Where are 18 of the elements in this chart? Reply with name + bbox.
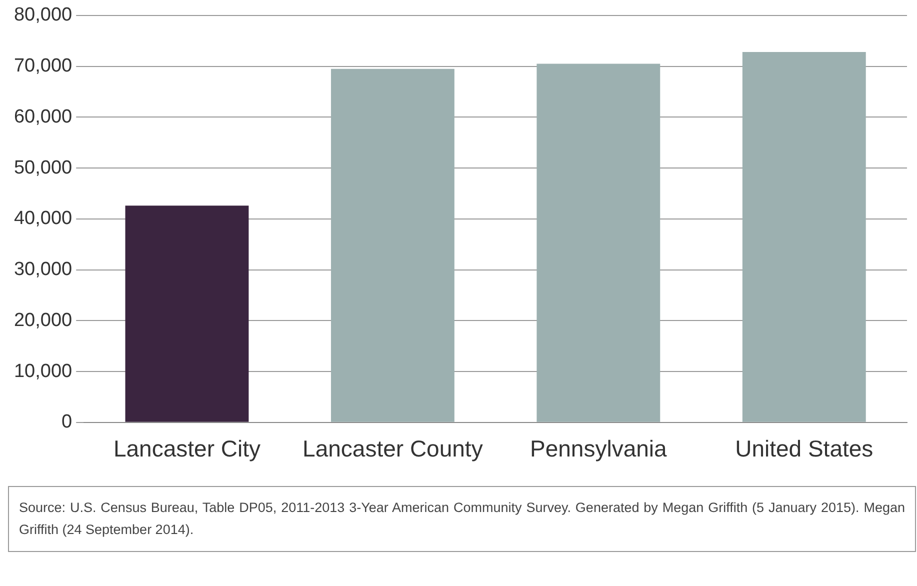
x-tick-label: United States [735, 436, 874, 462]
x-tick-label: Lancaster City [113, 436, 261, 462]
x-tick-label: Pennsylvania [530, 436, 668, 462]
y-tick-label: 50,000 [14, 157, 72, 178]
bar [330, 68, 454, 422]
y-tick-label: 40,000 [14, 208, 72, 230]
y-tick-label: 20,000 [14, 310, 72, 331]
bar [742, 52, 866, 422]
bar [536, 64, 660, 422]
x-tick-label: Lancaster County [302, 436, 484, 462]
y-tick-label: 30,000 [14, 259, 72, 280]
y-tick-label: 60,000 [14, 106, 72, 128]
bar [125, 206, 249, 422]
y-tick-label: 0 [62, 412, 72, 433]
y-tick-label: 80,000 [14, 4, 72, 26]
y-tick-label: 70,000 [14, 56, 72, 77]
y-tick-label: 10,000 [14, 360, 72, 382]
source-note: Source: U.S. Census Bureau, Table DP05, 2011-2013 3-Year American Community Survey. Generated by Megan Griffith (5 January 2015). Megan Griffith (24 September 2014). [8, 486, 916, 552]
